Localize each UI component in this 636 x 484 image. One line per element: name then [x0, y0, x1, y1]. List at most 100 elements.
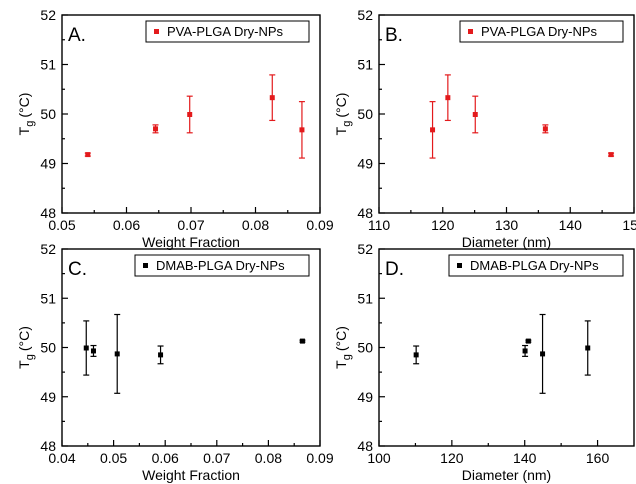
y-axis-title-main: T — [333, 360, 349, 369]
legend-label: PVA-PLGA Dry-NPs — [481, 24, 598, 39]
y-axis-title-subscript: g — [341, 354, 353, 360]
x-tick-label: 120 — [440, 450, 464, 466]
data-point — [299, 338, 305, 344]
chart-panel-2: 110 120 130 140 150 48 49 50 51 52 Diameter (nm) Tg… — [333, 7, 636, 250]
y-axis-title-unit: (°C) — [16, 93, 32, 118]
y-tick-label: 50 — [40, 340, 56, 356]
y-axis-title-unit: (°C) — [16, 326, 32, 351]
y-axis-title: Tg (°C) — [333, 326, 353, 369]
y-tick-label: 49 — [357, 156, 373, 172]
y-axis-title-subscript: g — [341, 121, 353, 127]
y-tick-label: 50 — [357, 106, 373, 122]
x-axis-title: Diameter (nm) — [462, 234, 551, 250]
data-point — [413, 352, 419, 358]
data-point — [542, 126, 548, 132]
y-tick-label: 48 — [357, 205, 373, 221]
x-tick-label: 150 — [622, 217, 636, 233]
y-axis-title-subscript: g — [24, 121, 36, 127]
y-axis-title-unit: (°C) — [333, 326, 349, 351]
data-point — [85, 152, 91, 158]
y-tick-label: 48 — [357, 438, 373, 454]
legend-box — [145, 20, 310, 43]
y-tick-label: 48 — [40, 438, 56, 454]
x-tick-label: 0.05 — [100, 450, 127, 466]
x-axis-title: Weight Fraction — [142, 467, 240, 483]
data-point — [540, 351, 546, 357]
y-axis-title: Tg (°C) — [16, 326, 36, 369]
x-tick-label: 0.06 — [113, 217, 140, 233]
plot-frame — [378, 248, 635, 447]
x-tick-label: 110 — [368, 217, 391, 233]
y-tick-label: 49 — [357, 389, 373, 405]
x-tick-label: 140 — [513, 450, 537, 466]
x-tick-label: 0.08 — [242, 217, 269, 233]
y-axis-title-subscript: g — [24, 354, 36, 360]
chart-panel-3: 0.04 0.05 0.06 0.07 0.08 0.09 48 49 50 51 52 Weight… — [16, 241, 334, 483]
plot-frame — [378, 14, 635, 214]
data-point — [83, 345, 89, 351]
y-axis-title-unit: (°C) — [333, 93, 349, 118]
data-point — [525, 338, 531, 344]
legend-marker — [468, 29, 473, 34]
y-tick-label: 49 — [40, 156, 56, 172]
data-point — [445, 95, 451, 101]
chart-panel-1: 0.05 0.06 0.07 0.08 0.09 48 49 50 51 52 Weight Fra… — [16, 7, 334, 250]
chart-panel-4: 100 120 140 160 48 49 50 51 52 Diameter (nm) Tg (°C… — [333, 241, 635, 483]
y-axis-title: Tg (°C) — [333, 93, 353, 136]
legend-label: DMAB-PLGA Dry-NPs — [156, 258, 285, 273]
y-axis-title: Tg (°C) — [16, 93, 36, 136]
legend-label: DMAB-PLGA Dry-NPs — [470, 258, 599, 273]
data-point — [608, 152, 614, 158]
data-point — [430, 127, 436, 133]
x-tick-label: 0.07 — [177, 217, 204, 233]
legend-box — [448, 254, 624, 277]
x-tick-label: 140 — [559, 217, 583, 233]
legend-marker — [143, 263, 148, 268]
panel-label: B. — [385, 25, 403, 46]
y-tick-label: 52 — [357, 241, 373, 257]
data-point — [472, 111, 478, 117]
y-tick-label: 52 — [357, 7, 373, 23]
legend-label: PVA-PLGA Dry-NPs — [167, 24, 284, 39]
x-tick-label: 130 — [495, 217, 519, 233]
data-point — [187, 111, 193, 117]
panel-label: C. — [68, 259, 87, 280]
panel-label: D. — [385, 259, 404, 280]
data-point — [153, 126, 159, 132]
data-point — [269, 95, 275, 101]
x-tick-label: 0.04 — [48, 450, 75, 466]
y-tick-label: 52 — [40, 241, 56, 257]
y-tick-label: 49 — [40, 389, 56, 405]
y-tick-label: 50 — [40, 106, 56, 122]
x-tick-label: 0.09 — [306, 217, 333, 233]
y-tick-label: 51 — [40, 290, 56, 306]
y-axis-title-main: T — [16, 126, 32, 135]
plot-frame — [61, 248, 321, 447]
legend-box — [134, 254, 310, 277]
y-tick-label: 51 — [357, 57, 373, 73]
data-point — [158, 352, 164, 358]
y-tick-label: 51 — [357, 290, 373, 306]
data-point — [522, 348, 528, 354]
x-axis-title: Weight Fraction — [142, 234, 240, 250]
data-point — [114, 351, 120, 357]
panel-label: A. — [68, 25, 86, 46]
x-tick-label: 0.07 — [203, 450, 230, 466]
x-tick-label: 0.08 — [255, 450, 282, 466]
y-tick-label: 51 — [40, 57, 56, 73]
x-tick-label: 100 — [367, 450, 391, 466]
y-tick-label: 48 — [40, 205, 56, 221]
data-point — [90, 348, 96, 354]
y-tick-label: 50 — [357, 340, 373, 356]
legend-box — [459, 20, 624, 43]
y-axis-title-main: T — [333, 126, 349, 135]
legend-marker — [457, 263, 462, 268]
legend-marker — [154, 29, 159, 34]
x-tick-label: 120 — [431, 217, 455, 233]
x-tick-label: 0.05 — [48, 217, 75, 233]
y-tick-label: 52 — [40, 7, 56, 23]
x-tick-label: 0.06 — [152, 450, 179, 466]
x-tick-label: 160 — [586, 450, 610, 466]
y-axis-title-main: T — [16, 360, 32, 369]
